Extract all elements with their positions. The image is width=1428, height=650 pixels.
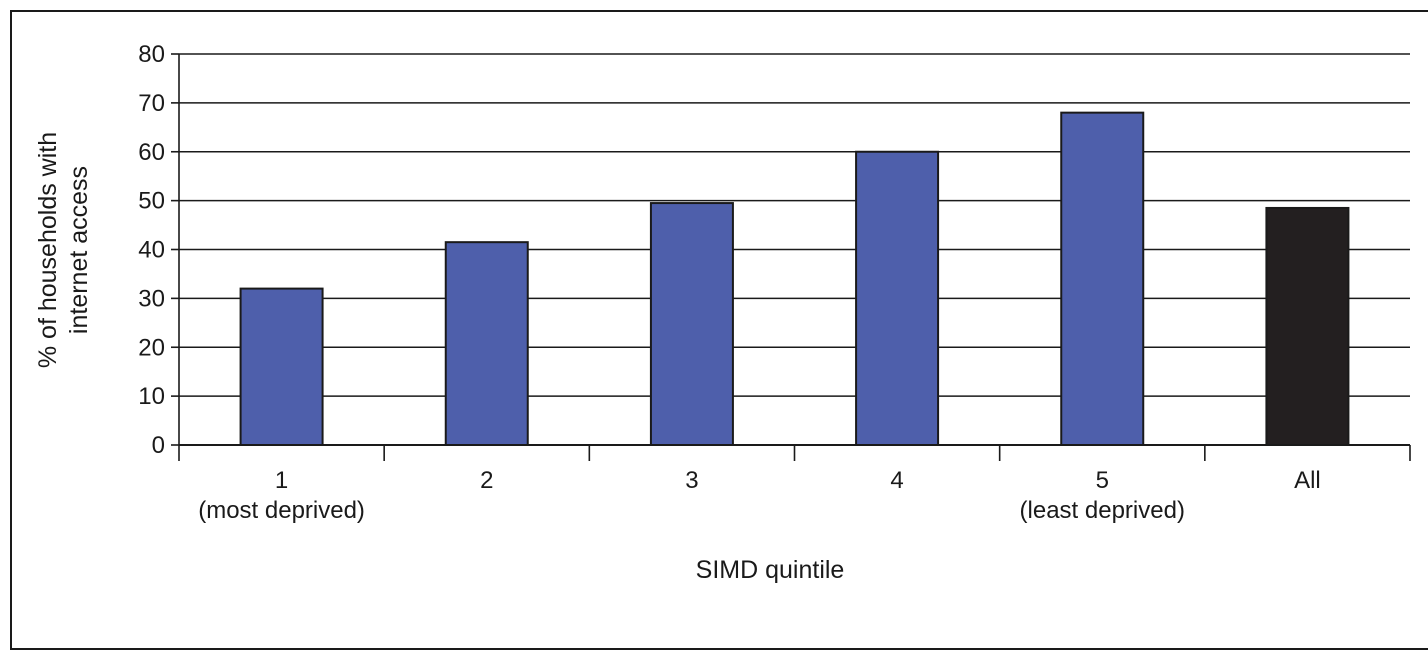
x-tick-label: 4 bbox=[890, 467, 903, 494]
y-tick-label: 50 bbox=[138, 188, 165, 215]
x-tick-label: 5 bbox=[1096, 467, 1109, 494]
bar-3 bbox=[649, 202, 734, 446]
bars bbox=[239, 111, 1350, 447]
labels: 0 10 20 30 40 50 60 70 80 1 (most deprived) 2 3 4 5 (le… bbox=[34, 41, 1321, 584]
x-tick-label: 3 bbox=[685, 467, 698, 494]
bar-chart: 0 10 20 30 40 50 60 70 80 1 (most deprived) 2 3 4 5 (le… bbox=[34, 41, 1411, 584]
y-tick-label: 30 bbox=[138, 285, 165, 312]
bar-6 bbox=[1265, 206, 1350, 446]
y-tick-label: 80 bbox=[138, 41, 165, 68]
x-tick-label: (most deprived) bbox=[198, 497, 365, 524]
gridlines bbox=[179, 53, 1410, 446]
y-axis-title: % of households with bbox=[34, 132, 62, 368]
x-tick-label: All bbox=[1294, 467, 1321, 494]
x-tick-label: (least deprived) bbox=[1020, 497, 1185, 524]
bar-1 bbox=[239, 287, 324, 446]
x-tick-label: 2 bbox=[480, 467, 493, 494]
chart-frame: 0 10 20 30 40 50 60 70 80 1 (most deprived) 2 3 4 5 (le… bbox=[10, 10, 1428, 650]
axes bbox=[171, 53, 1411, 461]
x-tick-label: 1 bbox=[275, 467, 288, 494]
x-axis-title: SIMD quintile bbox=[696, 556, 845, 584]
y-tick-label: 40 bbox=[138, 237, 165, 264]
y-tick-label: 0 bbox=[152, 432, 165, 459]
y-tick-label: 60 bbox=[138, 139, 165, 166]
y-tick-label: 70 bbox=[138, 90, 165, 117]
bar-4 bbox=[855, 150, 940, 446]
y-axis-title: internet access bbox=[65, 166, 93, 334]
y-tick-label: 20 bbox=[138, 334, 165, 361]
y-tick-label: 10 bbox=[138, 383, 165, 410]
bar-5 bbox=[1060, 111, 1145, 447]
bar-2 bbox=[444, 241, 529, 446]
